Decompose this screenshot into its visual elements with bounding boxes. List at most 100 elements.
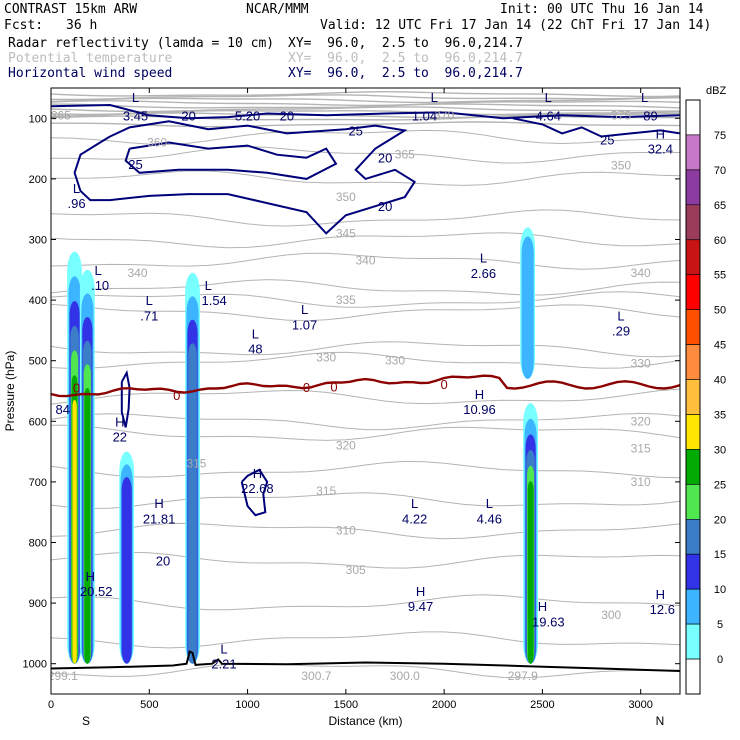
field-name-wind: Horizontal wind speed	[8, 66, 173, 81]
forecast-label: Fcst:	[4, 18, 44, 33]
colorbar-level-label: 0	[717, 654, 723, 666]
y-tick-label: 300	[29, 235, 47, 247]
wind-contour-line	[51, 103, 680, 120]
wind-contour-label: L	[205, 278, 212, 293]
wind-contour-label: 89	[643, 108, 657, 123]
theta-contour-label: 305	[346, 563, 366, 577]
theta-contour-line	[51, 492, 680, 509]
colorbar-swatch	[685, 623, 701, 660]
y-tick-label: 700	[29, 477, 47, 489]
colorbar-level-label: 50	[714, 305, 726, 317]
wind-contour-label: 20	[181, 108, 195, 123]
wind-contour-label: H	[538, 599, 547, 614]
wind-contour-line	[120, 369, 131, 428]
theta-contour-label: 315	[316, 484, 336, 498]
colorbar-swatch	[685, 658, 701, 695]
wind-contour-label: 20	[156, 554, 170, 569]
field-name-reflectivity: Radar reflectivity (lamda = 10 cm)	[8, 36, 275, 51]
theta-contour-label: 320	[631, 414, 651, 428]
wind-contour-line	[73, 120, 416, 235]
wind-contour-label: 5.20	[235, 108, 260, 123]
wind-contour-label: H	[86, 569, 95, 584]
colorbar-level-label: 20	[714, 514, 726, 526]
colorbar-swatch	[685, 309, 701, 345]
terrain-line	[51, 650, 680, 672]
plot-background	[51, 88, 680, 694]
y-tick-label: 1000	[23, 659, 47, 671]
colorbar-level-label: 60	[714, 235, 726, 247]
theta-contour-line	[51, 424, 680, 441]
x-axis-title: Distance (km)	[328, 714, 402, 728]
wind-contour-label: L	[617, 308, 624, 323]
theta-contour-line	[51, 551, 680, 569]
wind-contour-line	[240, 468, 269, 517]
wind-contour-label: 22.68	[241, 481, 274, 496]
wind-contour-label: 84	[56, 402, 70, 417]
theta-contour-label: 370	[434, 108, 454, 122]
x-axis-end-north: N	[656, 714, 665, 728]
x-tick-label: 2000	[432, 699, 456, 711]
wind-contour-label: 20.52	[80, 584, 113, 599]
theta-contour-line	[51, 112, 680, 119]
theta-contour-line	[51, 460, 680, 479]
wind-contour-line	[512, 117, 680, 138]
theta-contour-label: 300.0	[390, 669, 420, 683]
wind-contour-label: 10.96	[463, 402, 496, 417]
wind-contour-label: L	[220, 642, 227, 657]
wind-contour-label: 19.63	[532, 614, 565, 629]
wind-contour-label: L	[146, 293, 153, 308]
wind-contour-label: 1.07	[292, 317, 317, 332]
theta-contour-line	[51, 100, 680, 107]
theta-contour-label: 360	[147, 136, 167, 150]
theta-contour-label: 365	[51, 108, 71, 122]
colorbar-swatch	[685, 134, 701, 171]
wind-contour-label: 2.66	[471, 266, 496, 281]
theta-contour-line	[51, 662, 680, 679]
wind-contour-label: 22	[113, 429, 127, 444]
contour-labels: 365 370 375 360 365 350 350 345 340 340 340 335 330 3…	[48, 90, 675, 683]
theta-contour-label: 299.1	[48, 669, 78, 683]
theta-contour-line	[51, 209, 680, 227]
colorbar-swatch	[685, 414, 701, 450]
theta-contour-line	[51, 90, 680, 98]
wind-contour-label: L	[431, 90, 438, 105]
reflectivity-cell-20dbz	[188, 343, 197, 664]
terrain-line	[51, 650, 680, 672]
forecast-hours: 36 h	[66, 18, 98, 33]
theta-contour-label: 345	[336, 226, 356, 240]
reflectivity-cell-30dbz	[527, 481, 534, 664]
theta-contour-line	[51, 94, 680, 101]
colorbar-level-label: 45	[714, 340, 726, 352]
theta-contour-label: 330	[385, 354, 405, 368]
wind-contour-label: 3.45	[123, 108, 148, 123]
reflectivity-shading	[67, 227, 538, 664]
wind-contour-label: .10	[91, 278, 109, 293]
wind-contour-label: 21.81	[143, 511, 176, 526]
theta-contour-line	[51, 97, 680, 104]
wind-contour-label: L	[411, 496, 418, 511]
freezing-level-label: 0	[303, 380, 310, 395]
theta-contour-line	[51, 388, 680, 405]
colorbar-level-label: 15	[714, 549, 726, 561]
theta-contour-line	[51, 291, 680, 308]
plot-frame	[50, 87, 681, 695]
wind-contour-line	[124, 141, 338, 180]
theta-contour-line	[51, 170, 680, 186]
theta-contour-label: 340	[355, 254, 375, 268]
colorbar-swatch	[685, 169, 701, 206]
theta-contour-label: 335	[336, 293, 356, 307]
wind-contour-label: 1.04	[412, 108, 437, 123]
wind-contour-label: 4.46	[477, 511, 502, 526]
wind-contour-label: 2.21	[211, 657, 236, 672]
theta-contour-label: 300	[601, 608, 621, 622]
x-tick-label: 1500	[334, 699, 358, 711]
wind-contour-label: .71	[140, 308, 158, 323]
y-tick-label: 200	[29, 174, 47, 186]
init-time: Init: 00 UTC Thu 16 Jan 14	[500, 2, 704, 17]
wind-contour-label: L	[73, 181, 80, 196]
colorbar-level-label: 40	[714, 375, 726, 387]
theta-contour-line	[51, 351, 680, 370]
y-axis-title: Pressure (hPa)	[3, 351, 17, 432]
colorbar-swatch	[685, 204, 701, 241]
